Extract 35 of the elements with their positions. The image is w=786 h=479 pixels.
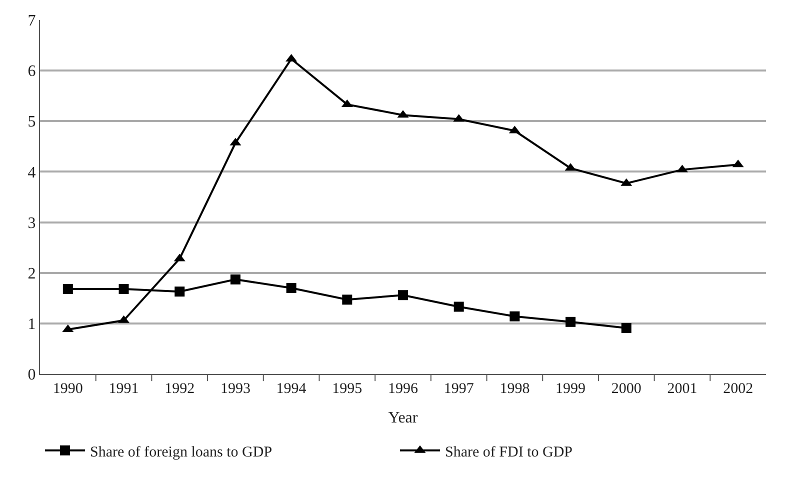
y-tick-label: 0 xyxy=(28,366,36,384)
x-tick-label: 1992 xyxy=(164,381,195,397)
x-tick-label: 1995 xyxy=(332,381,362,397)
y-tick-label: 6 xyxy=(28,63,36,80)
x-tick-label: 1994 xyxy=(276,381,307,397)
y-tick-label: 2 xyxy=(28,265,36,282)
point xyxy=(454,302,464,312)
point xyxy=(621,322,632,333)
point xyxy=(62,284,73,294)
point xyxy=(174,286,185,297)
x-tick-label: 1990 xyxy=(52,381,83,397)
point xyxy=(510,311,520,322)
point xyxy=(566,316,576,327)
point xyxy=(398,290,408,300)
x-tick-label: 2000 xyxy=(611,381,642,397)
x-tick-label: 1999 xyxy=(556,381,586,397)
y-tick-label: 7 xyxy=(28,12,36,30)
x-tick-label: 1996 xyxy=(388,381,418,397)
point xyxy=(118,284,129,294)
x-tick-label: 1998 xyxy=(500,381,530,397)
point xyxy=(342,294,352,305)
point xyxy=(230,274,240,284)
x-tick-label: 1991 xyxy=(108,381,139,397)
x-tick-label: 2001 xyxy=(667,381,698,397)
y-tick-label: 3 xyxy=(28,214,36,232)
x-tick-label: 1993 xyxy=(220,381,250,397)
legend-label: Share of foreign loans to GDP xyxy=(90,444,272,460)
y-tick-label: 4 xyxy=(28,164,36,182)
x-axis-title: Year xyxy=(388,410,418,427)
y-tick-label: 1 xyxy=(28,316,36,334)
y-tick-label: 5 xyxy=(28,114,36,131)
x-tick-label: 1997 xyxy=(444,381,474,397)
legend-label: Share of FDI to GDP xyxy=(445,444,572,460)
point xyxy=(286,283,296,294)
x-tick-label: 2002 xyxy=(723,381,754,397)
